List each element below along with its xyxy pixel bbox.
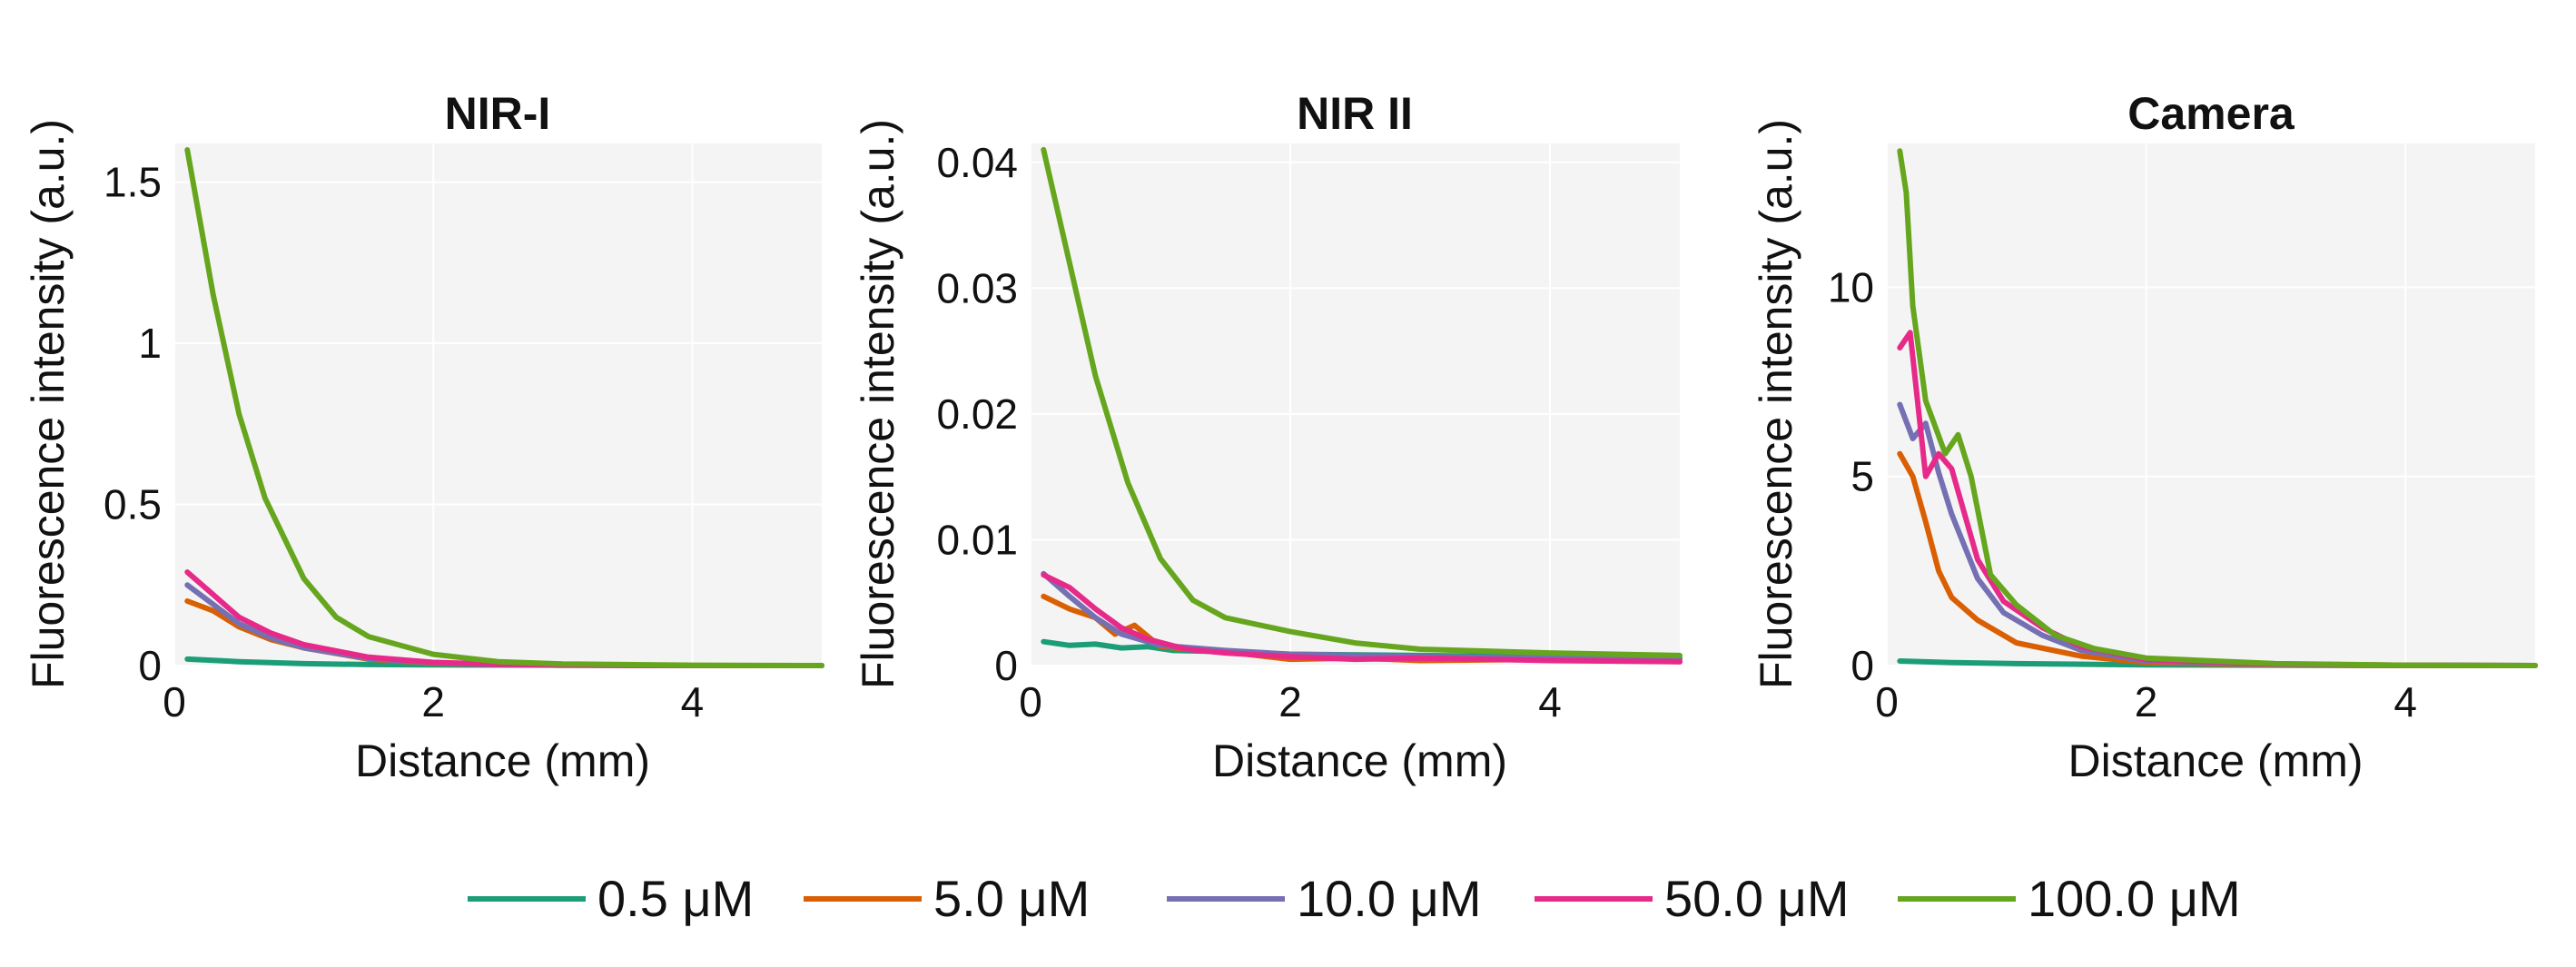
legend-label: 50.0 μM <box>1664 870 1849 927</box>
panel-title: NIR II <box>1297 88 1413 139</box>
x-tick-label: 2 <box>2135 678 2158 725</box>
x-tick-label: 2 <box>1278 678 1302 725</box>
y-tick-label: 0.04 <box>936 139 1018 186</box>
x-tick-label: 4 <box>1538 678 1562 725</box>
y-tick-label: 0.5 <box>104 481 162 528</box>
y-axis-label: Fluorescence intensity (a.u.) <box>853 119 903 689</box>
panel-nir-i: 0 2 4 0 0.5 1 1.5 NIR-I Distance (mm) Fluorescenc… <box>23 88 824 786</box>
panel-title: NIR-I <box>445 88 551 139</box>
y-tick-label: 1.5 <box>104 159 162 206</box>
y-tick-label: 0.02 <box>936 390 1018 438</box>
x-tick-label: 2 <box>421 678 445 725</box>
x-tick-label: 0 <box>1019 678 1042 725</box>
legend: 0.5 μM 5.0 μM 10.0 μM 50.0 μM 100.0 μM <box>468 870 2241 927</box>
y-axis-label: Fluorescence intensity (a.u.) <box>23 119 74 689</box>
y-tick-label: 0 <box>994 642 1018 689</box>
plot-area <box>1031 143 1680 666</box>
legend-label: 100.0 μM <box>2028 870 2241 927</box>
panel-camera: 0 2 4 0 5 10 Camera Distance (mm) Fluorescence i… <box>1751 88 2538 786</box>
x-tick-label: 4 <box>2393 678 2417 725</box>
y-tick-label: 10 <box>1828 263 1874 311</box>
y-axis-label: Fluorescence intensity (a.u.) <box>1751 119 1801 689</box>
x-tick-label: 4 <box>681 678 705 725</box>
y-tick-label: 1 <box>138 320 162 367</box>
y-tick-label: 0.01 <box>936 516 1018 563</box>
y-tick-label: 0 <box>138 642 162 689</box>
y-tick-label: 0 <box>1851 642 1874 689</box>
plot-area <box>174 143 822 666</box>
y-tick-label: 5 <box>1851 453 1874 500</box>
series-line-4 <box>1041 572 1683 665</box>
x-tick-label: 0 <box>1875 678 1899 725</box>
x-axis-label: Distance (mm) <box>355 735 650 786</box>
panel-title: Camera <box>2127 88 2295 139</box>
x-axis-label: Distance (mm) <box>2068 735 2363 786</box>
series-line-5 <box>1041 146 1683 658</box>
x-axis-label: Distance (mm) <box>1212 735 1507 786</box>
legend-label: 5.0 μM <box>933 870 1090 927</box>
y-tick-label: 0.03 <box>936 264 1018 311</box>
panel-nir-ii: 0 2 4 0 0.01 0.02 0.03 0.04 NIR II Distance (mm) F… <box>853 88 1683 786</box>
series-line-5 <box>184 147 824 668</box>
legend-label: 10.0 μM <box>1297 870 1481 927</box>
series-line-5 <box>1897 148 2538 668</box>
legend-label: 0.5 μM <box>597 870 754 927</box>
x-tick-label: 0 <box>163 678 186 725</box>
